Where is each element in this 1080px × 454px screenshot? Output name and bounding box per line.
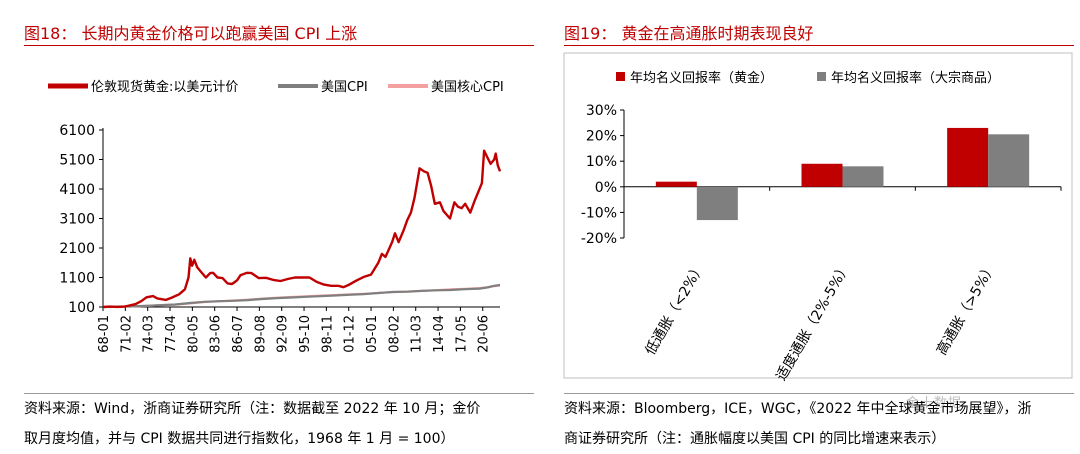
right-source-rule (564, 393, 1074, 394)
bar-0-0 (655, 181, 697, 187)
line-chart: 伦敦现货黄金:以美元计价 美国CPI 美国核心CPI 6100 5100 4100 310… (48, 79, 504, 353)
x-tick-label: 14-04 (432, 315, 447, 353)
y-tick-label: 5100 (59, 153, 95, 169)
line-chart-plot (102, 149, 502, 309)
bar-1-1 (842, 166, 884, 187)
bar-category-label: 适度通胀（2%-5%） (773, 260, 854, 384)
bar-y-tick-label: 20% (586, 129, 617, 145)
bar-category-label: 低通胀（<2%） (642, 260, 708, 358)
right-source-line-2: 商证券研究所（注：通胀幅度以美国 CPI 的同比增速来表示） (564, 431, 946, 447)
series-line-0 (102, 149, 502, 309)
bar-chart-legend: 年均名义回报率（黄金） 年均名义回报率（大宗商品） (616, 70, 1000, 86)
x-tick-label: 71-02 (119, 315, 134, 353)
bar-chart-frame (563, 52, 1073, 379)
right-source-line-1: 资料来源：Bloomberg，ICE，WGC，《2022 年中全球黄金市场展望》… (564, 401, 1032, 417)
x-tick-label: 92-09 (276, 315, 291, 353)
x-tick-label: 95-10 (298, 315, 313, 353)
x-tick-label: 98-11 (320, 315, 335, 353)
y-tick-label: 3100 (59, 212, 95, 228)
x-tick-label: 05-01 (365, 315, 380, 353)
left-source-rule (24, 393, 534, 394)
x-tick-label: 68-01 (97, 315, 112, 353)
bar-legend-label-0: 年均名义回报率（黄金） (630, 70, 773, 86)
x-tick-label: 08-02 (387, 315, 402, 353)
bar-2-1 (988, 134, 1030, 187)
bar-y-tick-label: 30% (586, 103, 617, 119)
left-figure-panel: 图18： 长期内黄金价格可以跑赢美国 CPI 上涨 伦敦现货黄金:以美元计价 美国… (0, 0, 540, 452)
bar-2-0 (947, 127, 989, 187)
x-tick-label: 01-12 (343, 315, 358, 353)
y-tick-label: 100 (68, 300, 95, 316)
right-source-note: 资料来源：Bloomberg，ICE，WGC，《2022 年中全球黄金市场展望》… (564, 394, 1079, 454)
series-line-1 (102, 283, 501, 309)
x-tick-label: 11-03 (410, 315, 425, 353)
legend-label-2: 美国核心CPI (431, 80, 504, 95)
bar-y-tick-label: 0% (595, 180, 617, 196)
legend-label-1: 美国CPI (321, 80, 368, 95)
bar-chart: 年均名义回报率（黄金） 年均名义回报率（大宗商品） 30% 20% 10% 0% -10%… (563, 52, 1073, 384)
x-tick-label: 80-05 (186, 315, 201, 353)
left-title-rule (24, 45, 534, 46)
y-tick-label: 6100 (59, 123, 95, 139)
left-source-note: 资料来源：Wind，浙商证券研究所（注：数据截至 2022 年 10 月；金价 … (24, 394, 539, 454)
bar-legend-label-1: 年均名义回报率（大宗商品） (831, 70, 1000, 86)
line-chart-legend: 伦敦现货黄金:以美元计价 美国CPI 美国核心CPI (48, 79, 504, 95)
left-source-line-2: 取月度均值，并与 CPI 数据共同进行指数化，1968 年 1 月 = 100） (24, 431, 455, 447)
bar-1-0 (801, 163, 843, 187)
bar-y-tick-label: -10% (581, 205, 617, 221)
x-tick-label: 89-08 (253, 315, 268, 353)
y-tick-label: 2100 (59, 241, 95, 257)
right-title-rule (564, 45, 1074, 46)
bar-legend-swatch-1 (817, 72, 826, 81)
bar-y-tick-label: -20% (581, 231, 617, 247)
x-tick-label: 86-07 (231, 315, 246, 353)
legend-label-0: 伦敦现货黄金:以美元计价 (91, 79, 238, 95)
left-source-line-1: 资料来源：Wind，浙商证券研究所（注：数据截至 2022 年 10 月；金价 (24, 401, 481, 417)
x-tick-label: 74-03 (142, 315, 157, 353)
right-figure-title: 图19： 黄金在高通胀时期表现良好 (564, 24, 814, 43)
x-tick-label: 20-06 (477, 315, 492, 353)
y-tick-label: 1100 (59, 271, 95, 287)
bar-0-1 (696, 186, 738, 221)
bar-y-tick-label: 10% (586, 154, 617, 170)
bar-legend-swatch-0 (616, 72, 625, 81)
x-tick-label: 17-05 (454, 315, 469, 353)
x-tick-label: 77-04 (164, 315, 179, 353)
y-tick-label: 4100 (59, 182, 95, 198)
x-tick-label: 83-06 (209, 315, 224, 353)
left-figure-title: 图18： 长期内黄金价格可以跑赢美国 CPI 上涨 (24, 24, 358, 43)
right-figure-panel: 图19： 黄金在高通胀时期表现良好 年均名义回报率（黄金） 年均名义回报率（大宗商… (561, 0, 1080, 452)
bar-chart-plot (655, 127, 1030, 221)
watermark-logo: 金十数据 (906, 396, 963, 411)
bar-category-label: 高通胀（>5%） (933, 260, 1000, 359)
